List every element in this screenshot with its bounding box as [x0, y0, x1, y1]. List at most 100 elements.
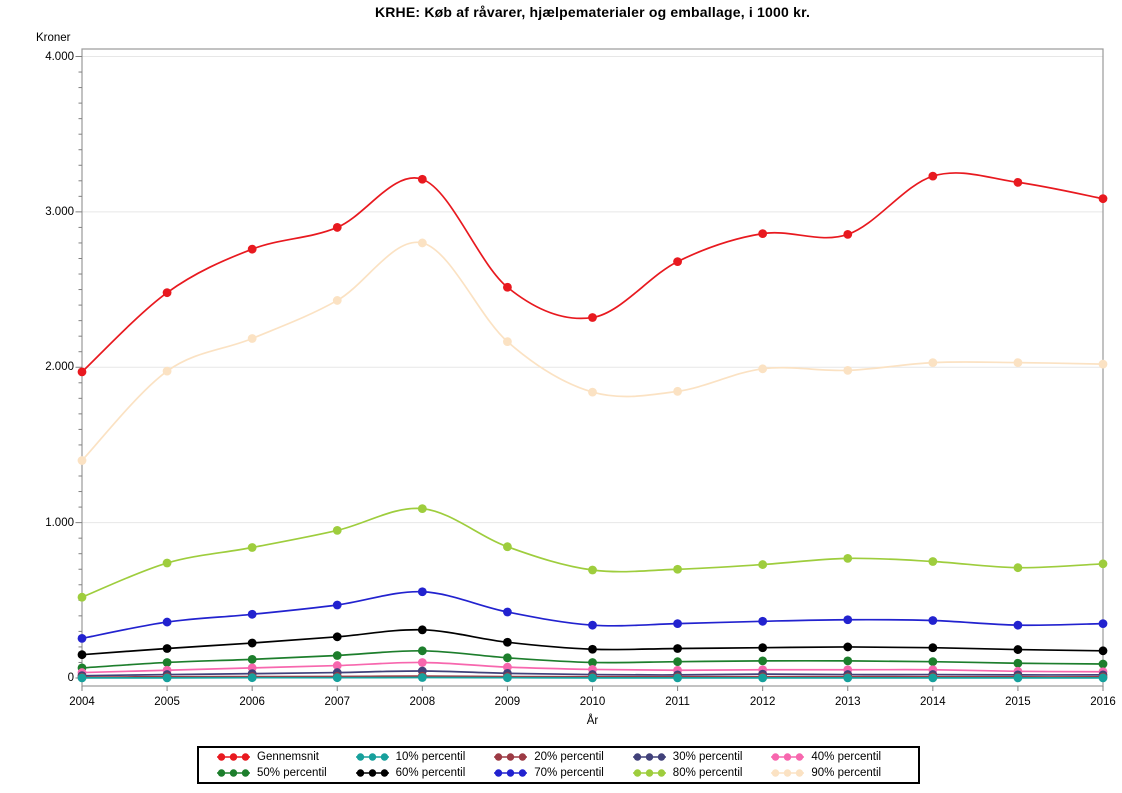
data-point [77, 367, 87, 377]
x-tick-label: 2015 [1005, 696, 1031, 708]
data-point [758, 364, 768, 374]
legend-series-marker-icon [355, 753, 389, 761]
data-point [673, 644, 682, 653]
data-point [843, 673, 853, 683]
legend-item: 60% percentil [355, 765, 495, 781]
x-tick-label: 2013 [834, 696, 861, 708]
data-point [758, 673, 768, 683]
legend-item: Gennemsnit [217, 749, 356, 765]
x-tick-label: 2010 [579, 696, 606, 708]
data-point [332, 673, 342, 683]
legend-item-label: 60% percentil [395, 767, 466, 779]
data-point [843, 656, 853, 666]
legend-series-marker-icon [494, 753, 528, 761]
data-point [247, 654, 257, 664]
data-point [503, 662, 512, 672]
data-point [417, 587, 427, 597]
data-point [758, 643, 768, 653]
data-point [77, 633, 87, 643]
data-point [1098, 359, 1108, 369]
x-tick-label: 2006 [239, 696, 265, 708]
legend: Gennemsnit 10% percentil 20% percentil 30% … [197, 746, 920, 784]
data-point [1098, 559, 1108, 569]
data-point [162, 288, 172, 298]
data-point [1013, 620, 1023, 630]
data-point [928, 673, 938, 683]
x-tick-label: 2005 [154, 696, 180, 708]
data-point [162, 644, 172, 653]
data-point [1013, 658, 1023, 668]
legend-series-marker-icon [217, 753, 250, 761]
data-point [332, 600, 342, 610]
data-point [673, 564, 682, 574]
data-point [332, 661, 342, 670]
x-tick-label: 2004 [69, 696, 95, 708]
data-point [758, 560, 768, 569]
data-point [503, 337, 512, 347]
data-point [673, 657, 682, 667]
data-point [332, 651, 342, 660]
series-line-90-percentil [81, 241, 1104, 462]
x-tick-label: 2009 [494, 696, 521, 708]
data-point [247, 638, 257, 648]
data-point [758, 656, 768, 666]
legend-item-label: 30% percentil [672, 751, 743, 763]
data-point [77, 592, 87, 602]
legend-item: 30% percentil [632, 749, 772, 765]
legend-item: 40% percentil [771, 749, 910, 765]
data-point [332, 223, 342, 232]
data-point [758, 229, 768, 239]
data-point [77, 456, 87, 465]
data-point [503, 673, 512, 683]
y-tick-label: 1.000 [45, 516, 74, 529]
data-point [332, 632, 342, 642]
data-point [77, 650, 87, 660]
legend-item: 80% percentil [632, 765, 772, 781]
data-point [417, 646, 427, 656]
data-point [247, 244, 257, 254]
data-point [1098, 646, 1108, 656]
data-point [843, 553, 853, 563]
data-point [588, 387, 597, 397]
data-point [1098, 194, 1108, 204]
legend-item-label: 70% percentil [534, 767, 604, 779]
data-point [1098, 659, 1108, 669]
data-point [417, 625, 427, 635]
data-point [503, 637, 512, 647]
data-point [332, 525, 342, 535]
data-point [247, 543, 257, 552]
legend-item-label: 50% percentil [257, 767, 327, 779]
data-point [417, 238, 427, 248]
data-point [928, 616, 938, 625]
data-point [843, 642, 853, 652]
y-tick-label: 4.000 [45, 50, 74, 63]
data-point [162, 617, 172, 627]
data-point [1013, 177, 1023, 187]
x-tick-label: 2011 [665, 696, 690, 708]
data-point [928, 171, 938, 181]
legend-item: 90% percentil [771, 765, 910, 781]
legend-item: 20% percentil [494, 749, 633, 765]
data-point [417, 174, 427, 184]
data-point [247, 609, 257, 619]
data-point [928, 657, 938, 667]
data-point [1013, 645, 1023, 654]
y-tick-label: 2.000 [45, 361, 74, 374]
data-point [162, 658, 172, 667]
legend-series-marker-icon [217, 769, 250, 777]
legend-item-label: 80% percentil [672, 767, 743, 779]
data-point [588, 658, 597, 667]
chart-title: KRHE: Køb af råvarer, hjælpematerialer o… [374, 4, 811, 20]
data-point [162, 558, 172, 568]
legend-item-label: 40% percentil [811, 751, 882, 763]
data-point [588, 620, 597, 630]
series-line-80-percentil [81, 507, 1104, 598]
x-tick-label: 2014 [920, 696, 946, 708]
x-axis-title: År [586, 715, 599, 727]
legend-item: 50% percentil [217, 765, 356, 781]
data-point [588, 313, 597, 322]
data-point [673, 673, 682, 683]
legend-series-marker-icon [494, 769, 528, 777]
